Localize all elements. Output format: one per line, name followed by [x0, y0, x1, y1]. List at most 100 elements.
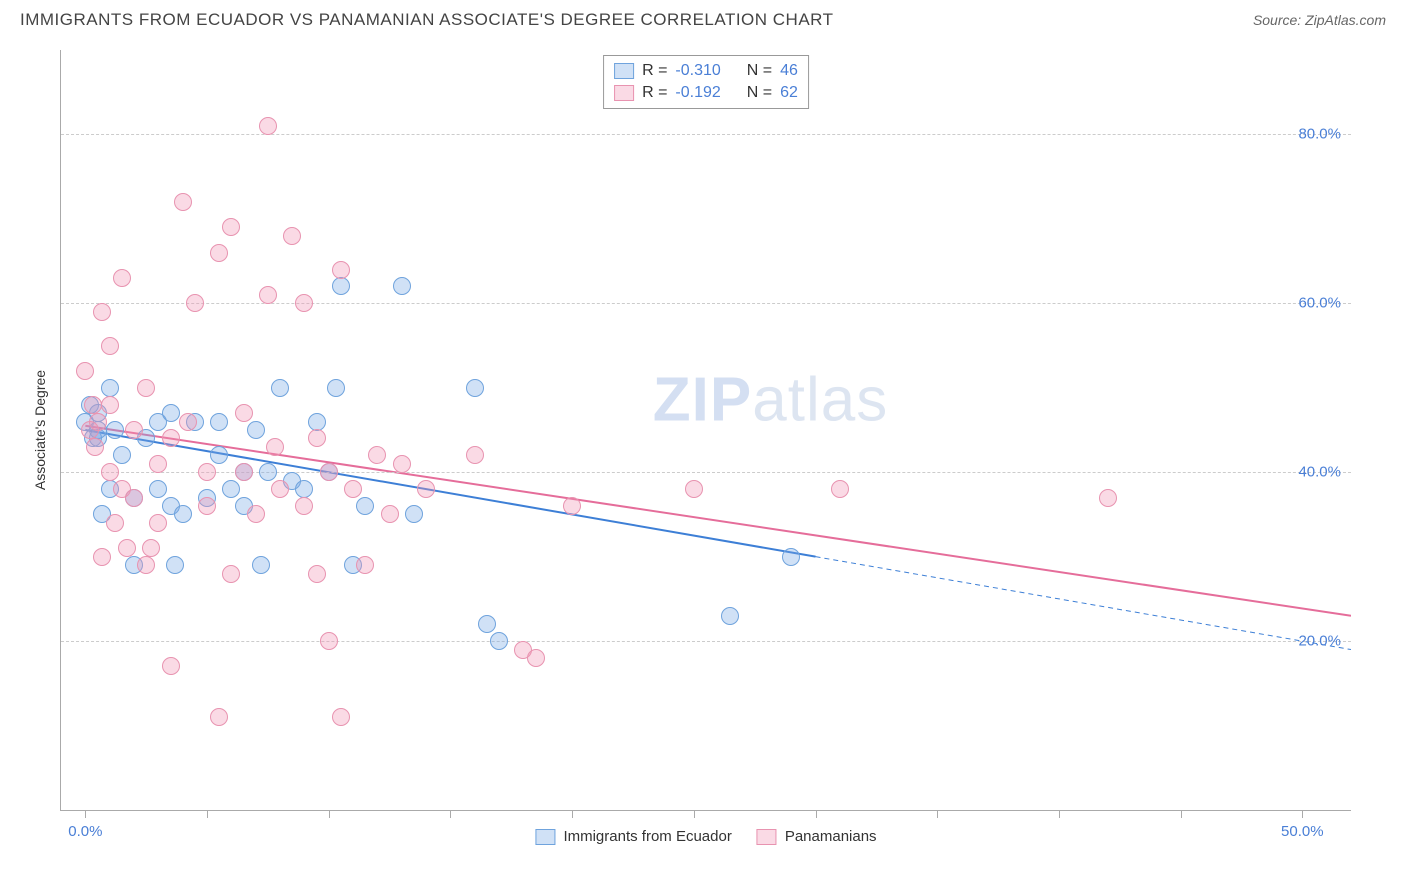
data-point: [271, 379, 289, 397]
x-tick: [1181, 810, 1182, 818]
x-tick: [694, 810, 695, 818]
plot-area: ZIPatlas R = -0.310 N = 46 R = -0.192 N …: [60, 50, 1351, 811]
data-point: [137, 379, 155, 397]
data-point: [563, 497, 581, 515]
data-point: [782, 548, 800, 566]
data-point: [89, 413, 107, 431]
data-point: [162, 404, 180, 422]
legend-item-ecuador: Immigrants from Ecuador: [535, 828, 731, 845]
legend-item-panama: Panamanians: [757, 828, 877, 845]
data-point: [252, 556, 270, 574]
x-tick: [816, 810, 817, 818]
chart-container: Associate's Degree ZIPatlas R = -0.310 N…: [50, 50, 1350, 810]
data-point: [356, 497, 374, 515]
data-point: [417, 480, 435, 498]
legend-series: Immigrants from Ecuador Panamanians: [535, 828, 876, 845]
data-point: [332, 708, 350, 726]
y-tick-label: 20.0%: [1298, 633, 1341, 650]
chart-header: IMMIGRANTS FROM ECUADOR VS PANAMANIAN AS…: [0, 0, 1406, 35]
data-point: [137, 556, 155, 574]
swatch-panama: [614, 85, 634, 101]
data-point: [86, 438, 104, 456]
data-point: [721, 607, 739, 625]
y-tick-label: 60.0%: [1298, 295, 1341, 312]
x-tick: [1059, 810, 1060, 818]
data-point: [93, 303, 111, 321]
legend-correlation: R = -0.310 N = 46 R = -0.192 N = 62: [603, 55, 809, 109]
data-point: [356, 556, 374, 574]
data-point: [235, 404, 253, 422]
swatch-ecuador-icon: [535, 829, 555, 845]
data-point: [222, 218, 240, 236]
x-tick: [937, 810, 938, 818]
data-point: [393, 277, 411, 295]
data-point: [101, 337, 119, 355]
x-tick-label: 0.0%: [68, 823, 102, 840]
data-point: [283, 227, 301, 245]
data-point: [149, 514, 167, 532]
chart-title: IMMIGRANTS FROM ECUADOR VS PANAMANIAN AS…: [20, 10, 834, 30]
y-tick-label: 80.0%: [1298, 126, 1341, 143]
data-point: [162, 657, 180, 675]
data-point: [101, 379, 119, 397]
data-point: [308, 429, 326, 447]
data-point: [142, 539, 160, 557]
data-point: [186, 294, 204, 312]
data-point: [259, 463, 277, 481]
data-point: [831, 480, 849, 498]
data-point: [76, 362, 94, 380]
y-tick-label: 40.0%: [1298, 464, 1341, 481]
data-point: [320, 632, 338, 650]
data-point: [210, 244, 228, 262]
data-point: [118, 539, 136, 557]
data-point: [368, 446, 386, 464]
x-tick: [207, 810, 208, 818]
data-point: [198, 497, 216, 515]
data-point: [162, 429, 180, 447]
data-point: [1099, 489, 1117, 507]
data-point: [210, 708, 228, 726]
data-point: [478, 615, 496, 633]
gridline: [61, 303, 1351, 304]
data-point: [271, 480, 289, 498]
swatch-ecuador: [614, 63, 634, 79]
x-tick-label: 50.0%: [1281, 823, 1324, 840]
data-point: [685, 480, 703, 498]
data-point: [247, 505, 265, 523]
source-attribution: Source: ZipAtlas.com: [1253, 12, 1386, 28]
data-point: [149, 480, 167, 498]
y-axis-label: Associate's Degree: [32, 370, 48, 490]
data-point: [101, 463, 119, 481]
data-point: [527, 649, 545, 667]
data-point: [222, 480, 240, 498]
data-point: [466, 446, 484, 464]
data-point: [166, 556, 184, 574]
data-point: [210, 446, 228, 464]
x-tick: [1302, 810, 1303, 818]
data-point: [113, 269, 131, 287]
data-point: [210, 413, 228, 431]
data-point: [106, 514, 124, 532]
data-point: [332, 261, 350, 279]
data-point: [393, 455, 411, 473]
gridline: [61, 134, 1351, 135]
swatch-panama-icon: [757, 829, 777, 845]
data-point: [149, 455, 167, 473]
data-point: [266, 438, 284, 456]
legend-row-panama: R = -0.192 N = 62: [614, 82, 798, 104]
data-point: [125, 489, 143, 507]
data-point: [174, 193, 192, 211]
gridline: [61, 641, 1351, 642]
data-point: [113, 446, 131, 464]
data-point: [106, 421, 124, 439]
data-point: [405, 505, 423, 523]
data-point: [295, 294, 313, 312]
data-point: [259, 286, 277, 304]
data-point: [490, 632, 508, 650]
data-point: [308, 565, 326, 583]
data-point: [466, 379, 484, 397]
data-point: [84, 396, 102, 414]
watermark: ZIPatlas: [653, 364, 888, 435]
data-point: [235, 463, 253, 481]
data-point: [247, 421, 265, 439]
